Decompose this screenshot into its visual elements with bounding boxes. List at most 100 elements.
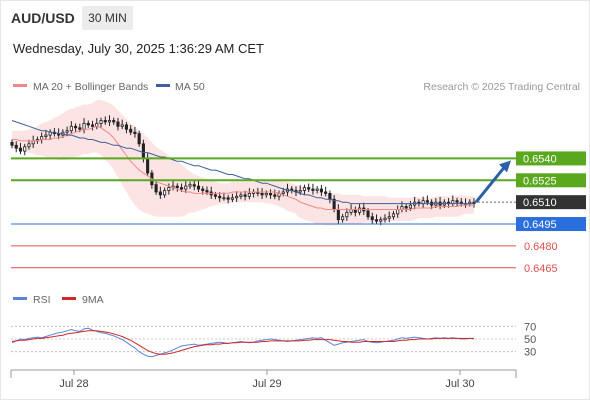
candle <box>345 208 349 221</box>
level-price-tag <box>516 173 586 188</box>
candle-body <box>408 204 412 209</box>
candle-body <box>78 127 82 130</box>
candle-body <box>184 185 188 190</box>
candle <box>23 143 27 156</box>
ma20-line <box>12 125 474 210</box>
candle-body <box>86 123 90 126</box>
candle <box>175 183 179 192</box>
x-tick-label: Jul 28 <box>59 378 88 390</box>
candle-body <box>90 124 95 127</box>
level-price-tag <box>516 151 586 166</box>
candle-body <box>116 121 120 127</box>
candle-body <box>27 143 31 148</box>
candle-body <box>404 206 408 209</box>
candle-body <box>315 188 319 191</box>
candle <box>226 194 230 204</box>
candle-body <box>222 197 226 200</box>
candle-body <box>260 193 264 196</box>
candle <box>239 191 243 200</box>
candle-body <box>243 194 247 197</box>
candle-body <box>18 147 23 152</box>
candle-body <box>281 191 285 194</box>
candle-body <box>146 158 150 174</box>
candle-body <box>239 194 243 197</box>
ma50-line <box>11 120 474 205</box>
candle <box>10 139 14 149</box>
candle-body <box>311 188 315 191</box>
candle-body <box>273 194 277 197</box>
candle-body <box>379 219 383 222</box>
rsi-tick-label: 50 <box>524 334 536 346</box>
candle <box>387 211 391 223</box>
rsi-ma-legend-label: 9MA <box>82 294 104 306</box>
support-price-label: 0.6465 <box>524 263 558 275</box>
candle <box>188 181 192 190</box>
support-price-label: 0.6480 <box>524 241 558 253</box>
candle-body <box>391 213 396 218</box>
candle-body <box>158 191 162 196</box>
candle <box>192 180 196 191</box>
candle-body <box>133 131 137 135</box>
candle <box>370 212 374 224</box>
candle-body <box>425 200 429 203</box>
forecast-arrow-shaft <box>474 165 507 204</box>
rsi-ma-legend-swatch <box>62 297 76 300</box>
main-plot <box>10 100 476 226</box>
candle <box>112 117 116 125</box>
legend: MA 20 + Bollinger Bands MA 50 Research ©… <box>13 81 580 93</box>
candle-body <box>192 184 196 187</box>
ma50-legend-swatch <box>156 84 170 87</box>
candle-body <box>167 187 171 191</box>
level-price-label: 0.6540 <box>523 153 557 165</box>
candle <box>44 129 48 140</box>
x-axis-ticks: Jul 28 Jul 29 Jul 30 <box>59 370 475 390</box>
candle-body <box>264 193 268 196</box>
candle <box>383 214 387 223</box>
candle <box>374 214 379 225</box>
candle <box>404 203 408 213</box>
candle <box>319 184 323 197</box>
candle-body <box>201 188 205 191</box>
candle-body <box>324 191 328 194</box>
current-price-tag <box>516 195 586 210</box>
forecast-arrow-head <box>499 160 511 173</box>
candle <box>311 183 315 195</box>
candle <box>273 189 277 200</box>
ma20-legend-label: MA 20 + Bollinger Bands <box>33 81 148 93</box>
candle-body <box>268 193 273 196</box>
candle-body <box>302 187 307 191</box>
candle <box>167 183 171 195</box>
candle <box>86 120 90 128</box>
candle-body <box>358 207 362 213</box>
candle <box>18 142 23 155</box>
candle <box>391 210 396 220</box>
rsi-legend-label: RSI <box>33 294 51 306</box>
x-tick-label: Jul 29 <box>252 378 281 390</box>
candle-body <box>137 133 141 145</box>
candle <box>99 117 103 128</box>
candle-body <box>387 216 391 219</box>
timeframe-badge[interactable]: 30 MIN <box>82 6 133 30</box>
candle-body <box>370 216 374 221</box>
candle-body <box>65 130 69 133</box>
ma50-legend-label: MA 50 <box>175 81 205 93</box>
candle <box>184 180 188 194</box>
candle-body <box>205 190 209 193</box>
candle <box>27 139 31 150</box>
x-tick-label: Jul 30 <box>445 378 474 390</box>
candle <box>315 186 319 194</box>
candle <box>307 183 311 192</box>
candle <box>302 184 307 195</box>
rsi-ma-line <box>11 330 474 355</box>
candle <box>124 121 128 134</box>
candle-body <box>345 211 349 218</box>
candle <box>235 191 239 202</box>
candle <box>133 126 137 138</box>
candle-body <box>82 123 86 130</box>
candle <box>158 186 162 199</box>
candle-body <box>175 185 179 188</box>
rsi-tick-label: 30 <box>524 347 536 359</box>
rsi-legend-swatch <box>13 297 27 300</box>
candle-body <box>120 124 124 127</box>
